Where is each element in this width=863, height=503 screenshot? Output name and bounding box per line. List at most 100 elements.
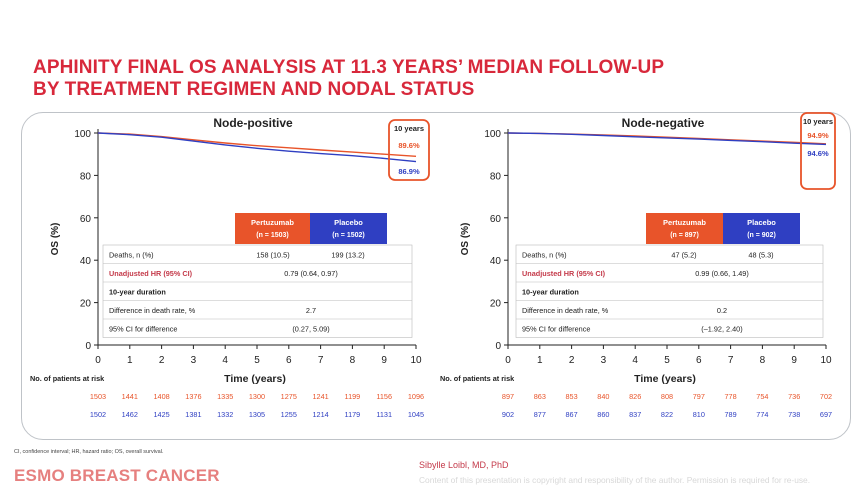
panel1-at-risk-placebo: 1305: [249, 410, 265, 419]
panel1-at-risk-placebo: 1045: [408, 410, 424, 419]
panel1-at-risk-pertuzumab: 1300: [249, 392, 265, 401]
panel2-table-header-n: (n = 897): [670, 232, 699, 239]
panel1-at-risk-pertuzumab: 1275: [281, 392, 297, 401]
panel1-at-risk-label: No. of patients at risk: [30, 374, 105, 383]
panel2-x-tick-label: 1: [537, 355, 543, 366]
panel2-y-tick-label: 20: [490, 299, 502, 310]
panel1-x-tick-label: 6: [286, 355, 292, 366]
panel2-y-tick-label: 40: [490, 256, 502, 267]
panel1-callout-header: 10 years: [394, 124, 424, 133]
panel1-y-tick-label: 20: [80, 299, 92, 310]
panel1-x-tick-label: 2: [159, 355, 165, 366]
panel1-at-risk-placebo: 1462: [122, 410, 138, 419]
panel1-at-risk-pertuzumab: 1335: [217, 392, 233, 401]
panel1-y-tick-label: 40: [80, 256, 92, 267]
panel2-at-risk-pertuzumab: 754: [756, 392, 768, 401]
panel1-callout-pertuzumab-value: 89.6%: [398, 141, 420, 150]
panel1-table-header-placebo: [310, 213, 387, 244]
panel1-at-risk-pertuzumab: 1441: [122, 392, 138, 401]
panel2-table-row-label: Difference in death rate, %: [522, 306, 609, 315]
panel1-table-header-n: (n = 1503): [256, 232, 289, 239]
panel2-at-risk-placebo: 902: [502, 410, 514, 419]
panel1-x-tick-label: 0: [95, 355, 101, 366]
panel2-callout-pertuzumab-value: 94.9%: [807, 131, 829, 140]
panel1-callout-box: [388, 119, 430, 181]
panel1-at-risk-placebo: 1332: [217, 410, 233, 419]
panel1-table-header-arm: Pertuzumab: [251, 218, 294, 227]
panel2-at-risk-placebo: 860: [597, 410, 609, 419]
panel1-at-risk-placebo: 1425: [153, 410, 169, 419]
panel1-y-axis-label: OS (%): [50, 223, 61, 256]
panel1-table-cell-merged: 2.7: [306, 306, 316, 315]
panel2-table-cell-merged: 0.2: [717, 306, 727, 315]
panel1-at-risk-placebo: 1502: [90, 410, 106, 419]
panel1-table-row-label: Unadjusted HR (95% CI): [109, 269, 193, 278]
panel1-table-row-label: Difference in death rate, %: [109, 306, 196, 315]
panel2-x-tick-label: 5: [664, 355, 670, 366]
panel2-y-tick-label: 0: [495, 341, 501, 352]
panel2-at-risk-placebo: 877: [534, 410, 546, 419]
esmo-brand-logo: ESMO BREAST CANCER: [14, 466, 220, 485]
panel2-at-risk-pertuzumab: 826: [629, 392, 641, 401]
panel1-at-risk-placebo: 1381: [185, 410, 201, 419]
panel1-y-tick-label: 80: [80, 171, 92, 182]
panel1-at-risk-pertuzumab: 1376: [185, 392, 201, 401]
panel1-table-body: [102, 244, 413, 338]
panel2-table-header-arm: Placebo: [747, 218, 776, 227]
panel1-table-row-label: 95% CI for difference: [109, 325, 177, 334]
panel1-table-row-label: 10-year duration: [109, 288, 166, 297]
title-line-2: BY TREATMENT REGIMEN AND NODAL STATUS: [33, 79, 475, 100]
panel1-y-tick-label: 60: [80, 214, 92, 225]
panel1-at-risk-placebo: 1255: [281, 410, 297, 419]
panel2-y-tick-label: 100: [484, 129, 501, 140]
panel2-table-header-pertuzumab: [646, 213, 723, 244]
panel1-x-tick-label: 3: [191, 355, 197, 366]
panel2-table-cell-merged: 0.99 (0.66, 1.49): [695, 269, 749, 278]
panel2-at-risk-pertuzumab: 797: [693, 392, 705, 401]
panel2-x-axis-label: Time (years): [634, 373, 696, 385]
panel1-table-cell-pertuzumab: 158 (10.5): [256, 251, 289, 260]
panel2-at-risk-pertuzumab: 736: [788, 392, 800, 401]
panel2-x-tick-label: 10: [820, 355, 832, 366]
panel2-x-tick-label: 2: [569, 355, 575, 366]
panel2-y-axis-label: OS (%): [460, 223, 471, 256]
panel1-series-placebo-line: [97, 132, 417, 163]
slide-title: APHINITY FINAL OS ANALYSIS AT 11.3 YEARS…: [33, 57, 664, 101]
panel2-x-tick-label: 6: [696, 355, 702, 366]
panel2-at-risk-placebo: 774: [756, 410, 768, 419]
panel2-table-row-label: Deaths, n (%): [522, 251, 567, 260]
panel1-at-risk-pertuzumab: 1199: [345, 392, 361, 401]
panel2-at-risk-pertuzumab: 897: [502, 392, 514, 401]
panel2-x-tick-label: 8: [760, 355, 766, 366]
copyright-notice: Content of this presentation is copyrigh…: [419, 475, 811, 485]
panel2-at-risk-pertuzumab: 778: [725, 392, 737, 401]
panel2-at-risk-pertuzumab: 808: [661, 392, 673, 401]
panel1-x-tick-label: 7: [318, 355, 324, 366]
panel1-x-tick-label: 1: [127, 355, 133, 366]
panel2-at-risk-placebo: 810: [693, 410, 705, 419]
panel2-at-risk-placebo: 822: [661, 410, 673, 419]
panel1-table-cell-merged: 0.79 (0.64, 0.97): [284, 269, 338, 278]
panel1-table-cell-placebo: 199 (13.2): [331, 251, 364, 260]
panel2-table-row-label: 95% CI for difference: [522, 325, 590, 334]
panel2-at-risk-pertuzumab: 853: [566, 392, 578, 401]
panel2-x-tick-label: 9: [791, 355, 797, 366]
panel2-chart-title: Node-negative: [622, 116, 705, 130]
panel1-at-risk-pertuzumab: 1096: [408, 392, 424, 401]
panel2-at-risk-placebo: 738: [788, 410, 800, 419]
panel1-table-header-arm: Placebo: [334, 218, 363, 227]
panel1-table-cell-merged: (0.27, 5.09): [292, 325, 329, 334]
panel1-x-tick-label: 10: [410, 355, 422, 366]
panel2-table-cell-placebo: 48 (5.3): [748, 251, 773, 260]
panel1-table-header-n: (n = 1502): [332, 232, 365, 239]
panel2-table-cell-merged: (–1.92, 2.40): [701, 325, 742, 334]
panel2-table-row-label: Unadjusted HR (95% CI): [522, 269, 606, 278]
panel2-table-body: [515, 244, 824, 338]
panel2-callout-placebo-value: 94.6%: [807, 149, 829, 158]
panel1-at-risk-pertuzumab: 1156: [376, 392, 392, 401]
panel1-at-risk-pertuzumab: 1241: [312, 392, 328, 401]
panel2-at-risk-pertuzumab: 702: [820, 392, 832, 401]
panel2-at-risk-label: No. of patients at risk: [440, 374, 515, 383]
panel2-table-header-arm: Pertuzumab: [663, 218, 706, 227]
